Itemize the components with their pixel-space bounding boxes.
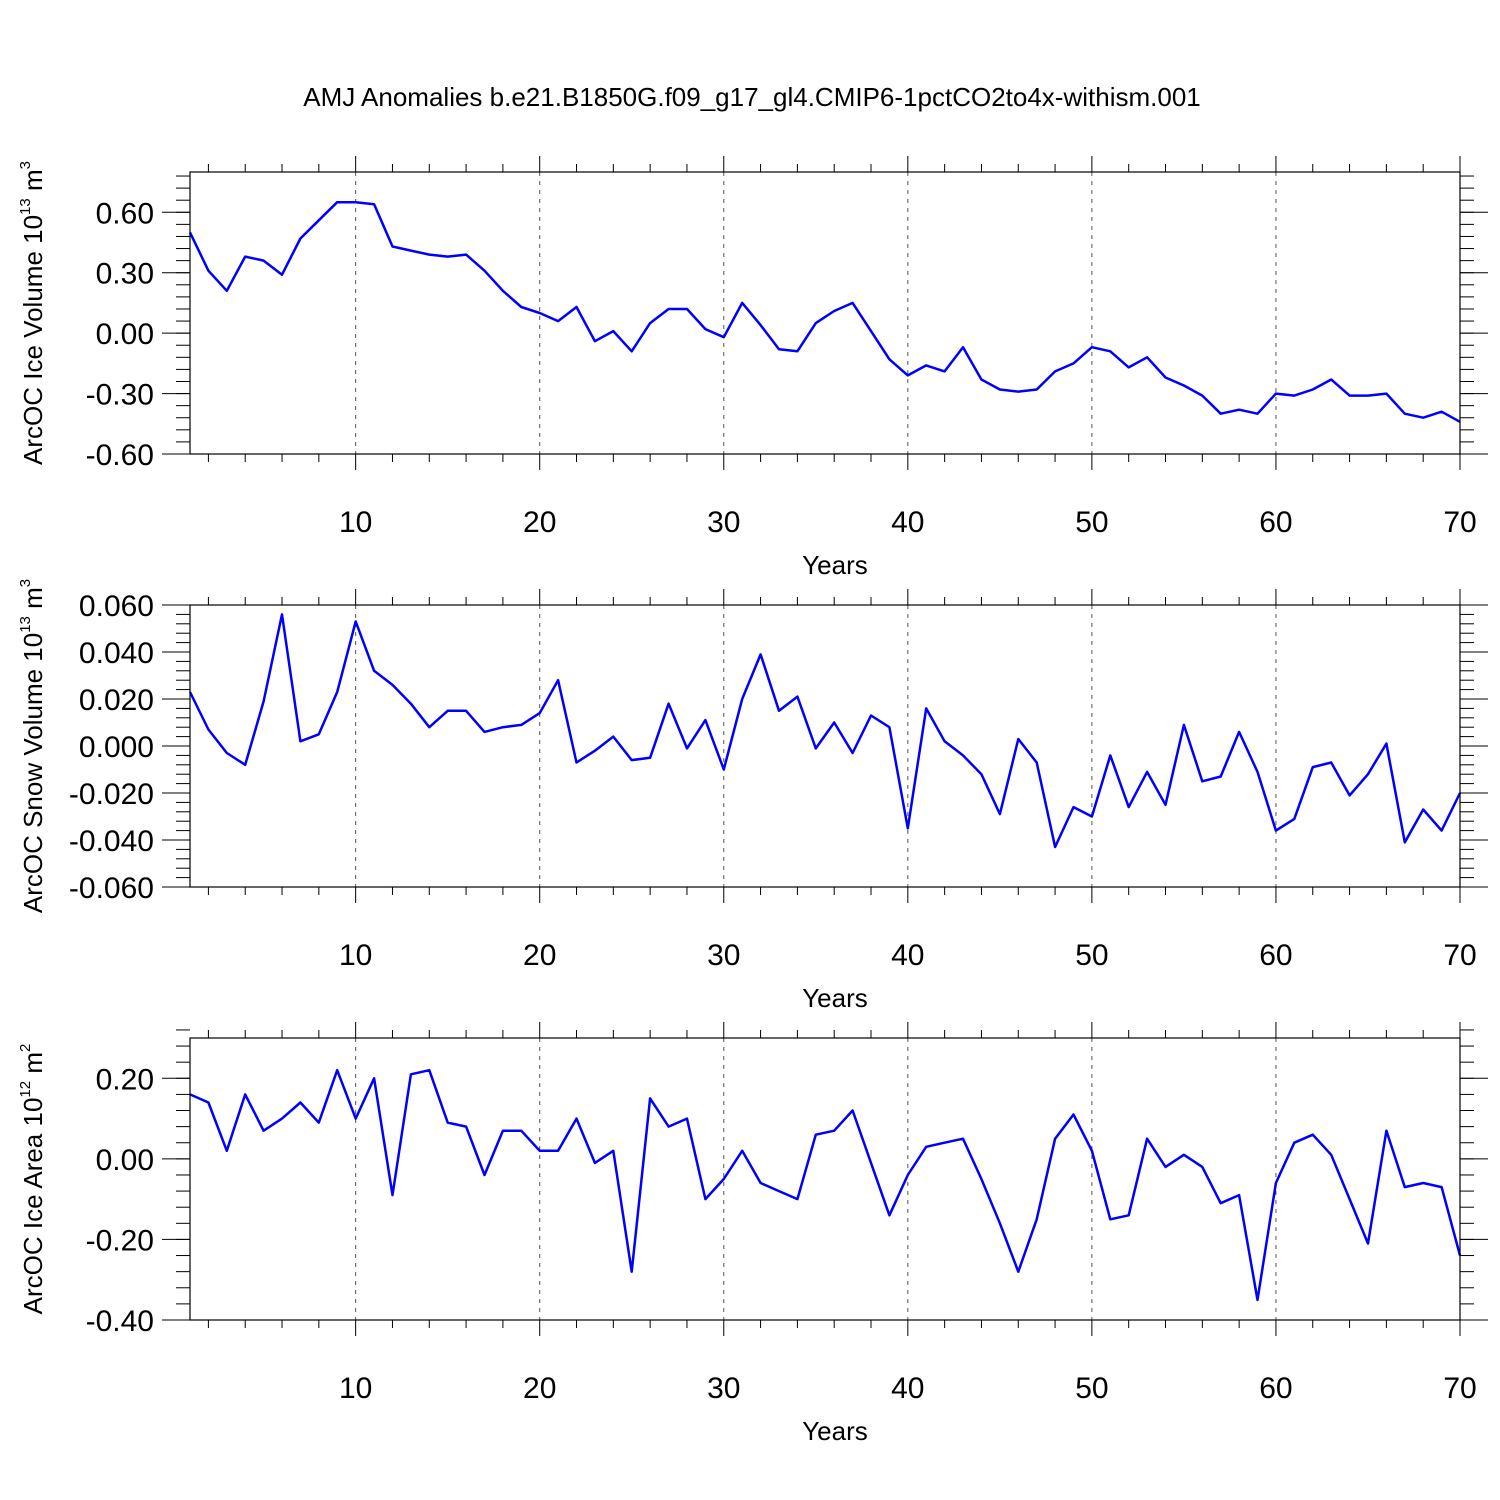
x-tick-label: 30	[707, 506, 740, 539]
series-line	[189, 1068, 1462, 1302]
y-tick-label: 0.000	[79, 731, 154, 764]
y-tick-label: 0.060	[79, 590, 154, 623]
x-tick-label: 40	[891, 506, 924, 539]
x-tick-label: 50	[1075, 1372, 1108, 1405]
x-tick-label: 70	[1443, 1372, 1476, 1405]
y-tick-label: -0.040	[69, 825, 154, 858]
x-tick-label: 70	[1443, 939, 1476, 972]
x-tick-label: 60	[1259, 1372, 1292, 1405]
x-tick-label: 20	[523, 939, 556, 972]
y-axis-label: ArcOC Snow Volume 1013 m3	[17, 579, 48, 913]
plot-frame	[189, 171, 1461, 455]
x-tick-label: 40	[891, 1372, 924, 1405]
x-axis-label: Years	[802, 1416, 868, 1446]
y-tick-label: 0.20	[96, 1063, 154, 1096]
y-tick-label: 0.00	[96, 318, 154, 351]
y-tick-label: -0.40	[86, 1305, 154, 1338]
x-tick-label: 40	[891, 939, 924, 972]
plot-frame	[189, 604, 1461, 888]
chart-panel-3: 10 20 30 40 50 60 70 -0.40 -0.20 0.00 0.20 Years Arc…	[17, 1022, 1488, 1446]
y-tick-label: -0.60	[86, 439, 154, 472]
x-axis-label: Years	[802, 983, 868, 1013]
panels: 10 20 30 40 50 60 70 -0.60 -0.30 0.00 0.30 0.60 Year…	[17, 156, 1488, 1446]
y-tick-label: 0.020	[79, 684, 154, 717]
y-tick-label: 0.040	[79, 637, 154, 670]
y-axis-label: ArcOC Ice Area 1012 m2	[17, 1044, 48, 1315]
y-tick-label: -0.060	[69, 872, 154, 905]
x-tick-label: 30	[707, 1372, 740, 1405]
plot-frame	[189, 1037, 1461, 1321]
chart-panel-1: 10 20 30 40 50 60 70 -0.60 -0.30 0.00 0.30 0.60 Year…	[17, 156, 1488, 580]
y-tick-label: 0.30	[96, 258, 154, 291]
chart-panel-2: 10 20 30 40 50 60 70 -0.060 -0.040 -0.020 0.000 0.0…	[17, 579, 1488, 1013]
x-tick-label: 70	[1443, 506, 1476, 539]
y-tick-label: -0.30	[86, 379, 154, 412]
x-tick-label: 50	[1075, 506, 1108, 539]
series-line	[188, 200, 1461, 423]
y-axis-label: ArcOC Ice Volume 1013 m3	[17, 161, 48, 465]
x-tick-label: 50	[1075, 939, 1108, 972]
y-tick-label: -0.20	[86, 1224, 154, 1257]
series-line	[188, 613, 1462, 849]
x-tick-label: 30	[707, 939, 740, 972]
y-tick-label: 0.00	[96, 1144, 154, 1177]
x-tick-label: 20	[523, 1372, 556, 1405]
y-tick-label: -0.020	[69, 778, 154, 811]
x-tick-label: 60	[1259, 506, 1292, 539]
x-axis-label: Years	[802, 550, 868, 580]
x-tick-label: 10	[339, 506, 372, 539]
x-tick-label: 60	[1259, 939, 1292, 972]
y-tick-label: 0.60	[96, 197, 154, 230]
chart-title: AMJ Anomalies b.e21.B1850G.f09_g17_gl4.C…	[303, 82, 1200, 112]
x-tick-label: 20	[523, 506, 556, 539]
x-tick-label: 10	[339, 939, 372, 972]
x-tick-label: 10	[339, 1372, 372, 1405]
